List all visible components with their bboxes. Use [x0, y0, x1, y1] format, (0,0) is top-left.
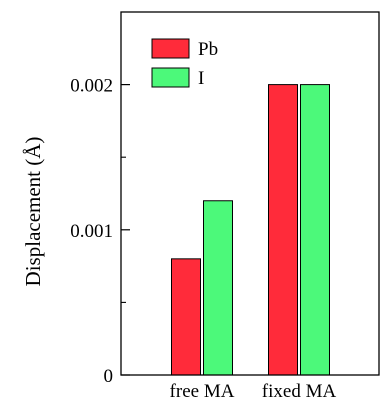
x-tick-label-1: fixed MA [262, 381, 337, 402]
legend: Pb I [151, 38, 218, 89]
y-tick-label-2: 0.002 [70, 76, 113, 97]
y-axis-title: Displacement (Å) [21, 137, 45, 287]
bar-pb-0 [171, 258, 201, 376]
bar-pb-1 [268, 84, 298, 376]
y-axis-ticks: 0 0.001 0.002 [70, 76, 130, 387]
y-tick-label-1: 0.001 [70, 221, 113, 242]
legend-label-pb: Pb [198, 39, 218, 60]
bar-i-1 [300, 84, 330, 376]
x-tick-label-0: free MA [170, 381, 235, 402]
plot-frame [120, 11, 380, 376]
bar-i-0 [203, 200, 233, 376]
legend-swatch-pb [151, 38, 190, 59]
y-tick-label-0: 0 [104, 366, 114, 387]
x-axis-labels: free MA fixed MA [170, 381, 337, 402]
bars-group [171, 84, 330, 376]
legend-label-i: I [198, 68, 204, 89]
legend-swatch-i [151, 67, 190, 88]
